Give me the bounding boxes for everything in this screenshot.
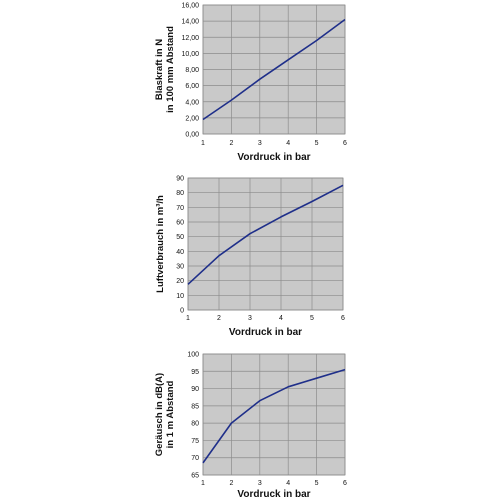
y-tick-label: 80 <box>191 421 199 428</box>
x-tick-label: 6 <box>343 140 347 147</box>
x-tick-label: 6 <box>341 315 345 322</box>
y-tick-label: 75 <box>191 438 199 445</box>
y-tick-label: 90 <box>176 176 184 183</box>
y-tick-label: 70 <box>191 455 199 462</box>
x-tick-label: 4 <box>279 315 283 322</box>
chart-3: 1 2 3 4 5 6 65 70 75 80 85 90 95 100 Vordruck in bar Ge… <box>154 352 347 500</box>
y-axis-label: Luftverbrauch in m³/h <box>155 195 166 293</box>
y-tick-label: 14,00 <box>181 19 199 26</box>
series-line <box>187 184 344 285</box>
y-tick-label: 65 <box>191 473 199 480</box>
x-tick-label: 3 <box>258 140 262 147</box>
x-tick-label: 1 <box>201 140 205 147</box>
y-tick-label: 20 <box>176 278 184 285</box>
y-tick-label: 60 <box>176 220 184 227</box>
y-tick-label: 10 <box>176 293 184 300</box>
x-tick-label: 2 <box>229 140 233 147</box>
x-tick-label: 2 <box>217 315 221 322</box>
y-tick-label: 6,00 <box>185 83 199 90</box>
y-tick-label: 50 <box>176 234 184 241</box>
x-tick-label: 4 <box>286 140 290 147</box>
chart-1: 1 2 3 4 5 6 0,00 2,00 4,00 6,00 8,00 10,00 12,00 14,0… <box>154 3 347 164</box>
x-tick-label: 2 <box>229 480 233 487</box>
series-line <box>202 368 346 464</box>
y-tick-label: 10,00 <box>181 51 199 58</box>
x-tick-label: 5 <box>310 315 314 322</box>
y-axis-label: Geräusch in dB(A)in 1 m Abstand <box>154 373 176 456</box>
x-tick-label: 5 <box>315 480 319 487</box>
x-tick-label: 1 <box>201 480 205 487</box>
y-tick-label: 0 <box>180 308 184 315</box>
y-tick-label: 4,00 <box>185 99 199 106</box>
x-tick-label: 3 <box>248 315 252 322</box>
y-tick-label: 16,00 <box>181 3 199 10</box>
y-tick-label: 0,00 <box>185 132 199 139</box>
x-tick-label: 3 <box>258 480 262 487</box>
y-tick-label: 12,00 <box>181 35 199 42</box>
x-tick-label: 1 <box>186 315 190 322</box>
y-tick-label: 80 <box>176 190 184 197</box>
y-tick-label: 95 <box>191 369 199 376</box>
x-axis-label: Vordruck in bar <box>237 152 310 163</box>
x-tick-label: 5 <box>315 140 319 147</box>
y-tick-label: 100 <box>187 352 199 359</box>
y-tick-label: 40 <box>176 249 184 256</box>
y-axis-label: Blaskraft in Nin 100 mm Abstand <box>154 26 176 113</box>
x-tick-label: 4 <box>286 480 290 487</box>
y-tick-label: 8,00 <box>185 67 199 74</box>
y-tick-label: 70 <box>176 205 184 212</box>
y-tick-label: 2,00 <box>185 115 199 122</box>
x-tick-label: 6 <box>343 480 347 487</box>
x-axis-label: Vordruck in bar <box>237 489 310 500</box>
y-tick-label: 85 <box>191 403 199 410</box>
y-tick-label: 90 <box>191 386 199 393</box>
series-line <box>202 18 346 121</box>
plot-area <box>202 353 346 476</box>
y-tick-label: 30 <box>176 264 184 271</box>
x-axis-label: Vordruck in bar <box>229 327 302 338</box>
